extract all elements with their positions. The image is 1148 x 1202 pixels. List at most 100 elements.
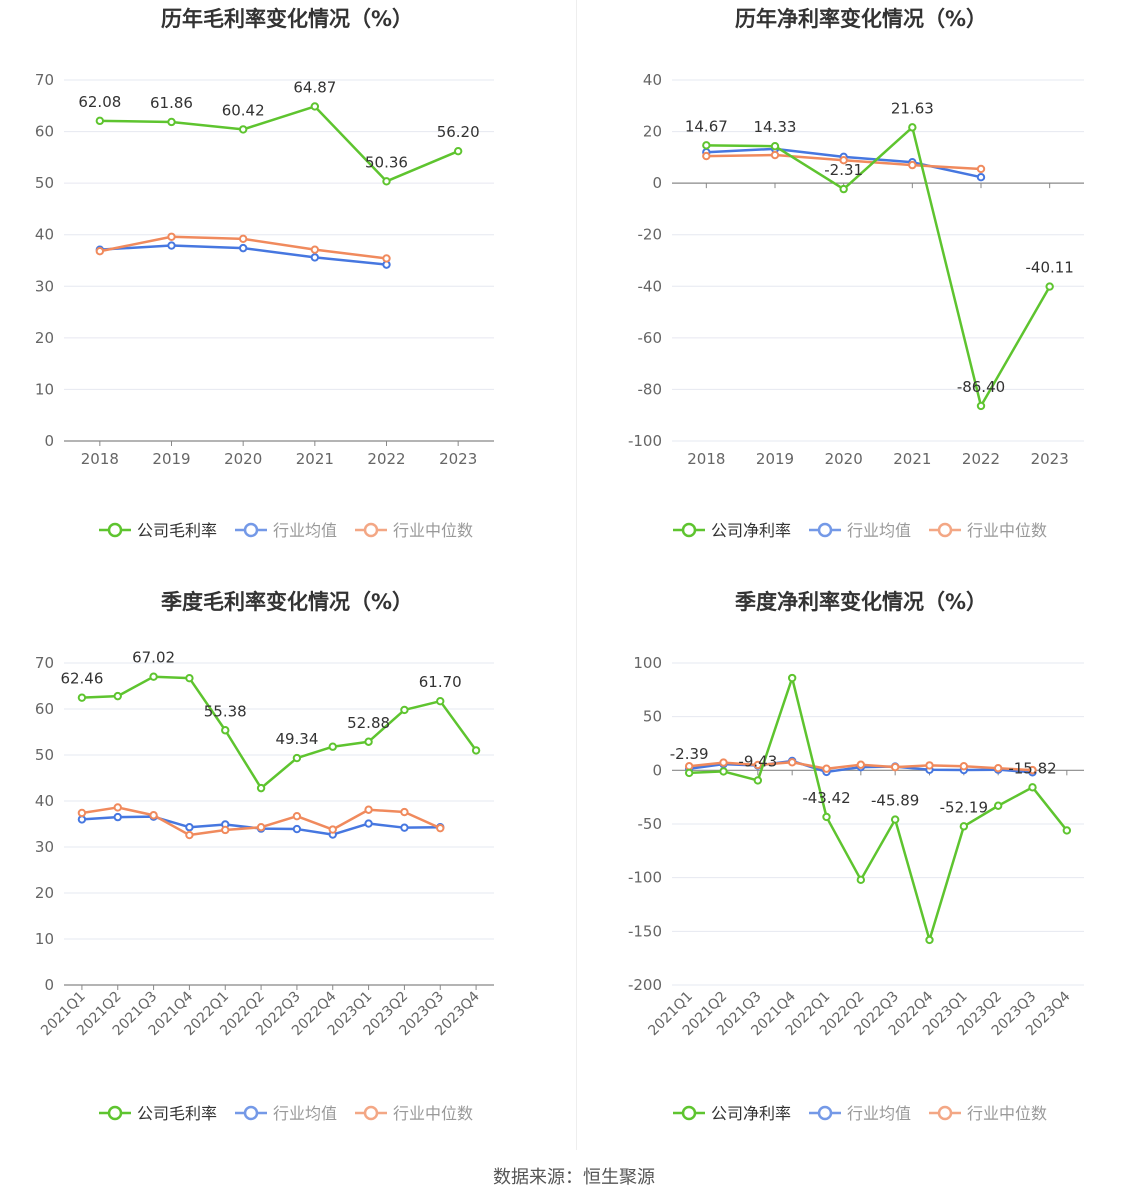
data-label: 56.20	[437, 123, 480, 141]
y-tick-label: 40	[643, 71, 662, 89]
data-point-avg	[113, 812, 122, 822]
legend-label: 行业中位数	[393, 1104, 473, 1123]
data-point-company	[471, 746, 481, 755]
legend-label: 行业均值	[273, 521, 337, 540]
data-point-company	[382, 177, 391, 186]
data-label: 62.46	[60, 670, 103, 688]
x-tick-label: 2022	[367, 450, 405, 468]
data-point-company	[364, 737, 373, 746]
y-tick-label: -150	[628, 922, 662, 940]
y-tick-label: 0	[652, 761, 662, 779]
data-point-company	[976, 401, 986, 411]
legend-item-avg: 行业均值	[809, 1104, 911, 1123]
data-point-median	[959, 762, 969, 771]
data-label: -52.19	[940, 798, 988, 816]
y-tick-label: 30	[35, 277, 54, 295]
data-point-company	[993, 801, 1003, 810]
data-point-company	[310, 102, 320, 111]
data-label: 55.38	[204, 702, 247, 720]
data-point-company	[925, 935, 934, 945]
data-point-company	[908, 123, 917, 132]
legend-label: 公司净利率	[711, 1104, 791, 1123]
data-point-avg	[976, 173, 986, 182]
y-tick-label: 20	[643, 123, 662, 141]
data-label: 49.34	[275, 730, 318, 748]
data-point-avg	[238, 243, 248, 253]
y-tick-label: -40	[638, 277, 663, 295]
data-point-median	[856, 760, 866, 769]
data-point-median	[167, 232, 176, 241]
data-point-median	[292, 811, 302, 821]
data-point-median	[684, 762, 694, 771]
y-tick-label: 40	[35, 792, 54, 810]
legend-item-avg: 行业均值	[809, 521, 911, 540]
y-tick-label: -200	[628, 976, 662, 994]
y-tick-label: 50	[35, 174, 54, 192]
data-point-company	[890, 815, 900, 824]
annual-net-margin-svg: 历年净利率变化情况（%） -100 -80 -60 -40 -20 0 20 40 2018 201…	[628, 7, 1084, 540]
data-point-company	[256, 783, 266, 793]
y-tick-label: 10	[35, 380, 54, 398]
y-tick-label: 60	[35, 123, 54, 141]
data-point-company	[221, 726, 230, 735]
data-point-avg	[292, 824, 302, 834]
data-point-median	[702, 151, 711, 161]
data-point-avg	[400, 823, 409, 832]
y-tick-label: 10	[35, 930, 54, 948]
x-tick-label: 2022	[962, 450, 1000, 468]
data-point-company	[453, 146, 463, 156]
data-point-median	[400, 807, 409, 817]
data-label: -2.39	[670, 745, 709, 763]
y-tick-label: -20	[638, 226, 663, 244]
data-point-median	[908, 160, 917, 170]
legend-label: 行业均值	[273, 1104, 337, 1123]
chart-title: 历年净利率变化情况（%）	[735, 7, 987, 31]
y-tick-label: 100	[633, 654, 662, 672]
data-point-median	[149, 811, 158, 820]
x-tick-label: 2020	[825, 450, 863, 468]
data-label: 52.88	[347, 714, 390, 732]
data-label: -2.31	[824, 161, 863, 179]
series-line-company	[99, 105, 459, 183]
data-point-median	[1028, 765, 1037, 775]
data-point-median	[976, 164, 986, 174]
x-tick-label: 2021	[296, 450, 334, 468]
y-tick-label: -100	[628, 432, 662, 450]
legend-marker	[937, 1105, 953, 1121]
data-point-company	[719, 767, 728, 776]
data-point-company	[1028, 783, 1037, 792]
legend-marker	[681, 522, 697, 538]
data-point-company	[839, 184, 848, 194]
y-tick-label: -100	[628, 869, 662, 887]
legend-marker	[363, 522, 379, 538]
y-tick-label: 30	[35, 838, 54, 856]
data-point-median	[719, 758, 728, 767]
data-point-median	[436, 823, 445, 833]
data-point-company	[856, 875, 866, 885]
data-label: 14.33	[754, 118, 797, 136]
data-point-median	[753, 760, 763, 770]
data-label: -9.43	[738, 752, 777, 770]
x-tick-label: 2019	[756, 450, 794, 468]
legend-marker	[363, 1105, 379, 1121]
data-point-median	[221, 825, 230, 835]
data-point-company	[702, 141, 711, 150]
y-tick-label: 50	[35, 746, 54, 764]
legend-marker	[681, 1105, 697, 1121]
data-point-company	[436, 696, 445, 706]
legend-label: 公司毛利率	[137, 521, 217, 540]
data-point-company	[400, 705, 409, 715]
annual-gross-margin-svg: 历年毛利率变化情况（%） 0 10 20 30 40 50 60 70 2018 2019 2020 2…	[35, 7, 494, 540]
data-point-company	[822, 812, 831, 822]
y-tick-label: -60	[638, 329, 663, 347]
legend-item-median: 行业中位数	[929, 1104, 1047, 1123]
data-point-company	[787, 673, 797, 683]
series-line-company	[689, 676, 1068, 942]
data-point-median	[238, 234, 248, 244]
data-label: -15.82	[1008, 759, 1056, 777]
y-tick-label: 50	[643, 708, 662, 726]
x-tick-label: 2019	[152, 450, 190, 468]
data-point-median	[310, 245, 320, 254]
legend-marker	[107, 1105, 123, 1121]
data-label: -40.11	[1025, 259, 1073, 277]
